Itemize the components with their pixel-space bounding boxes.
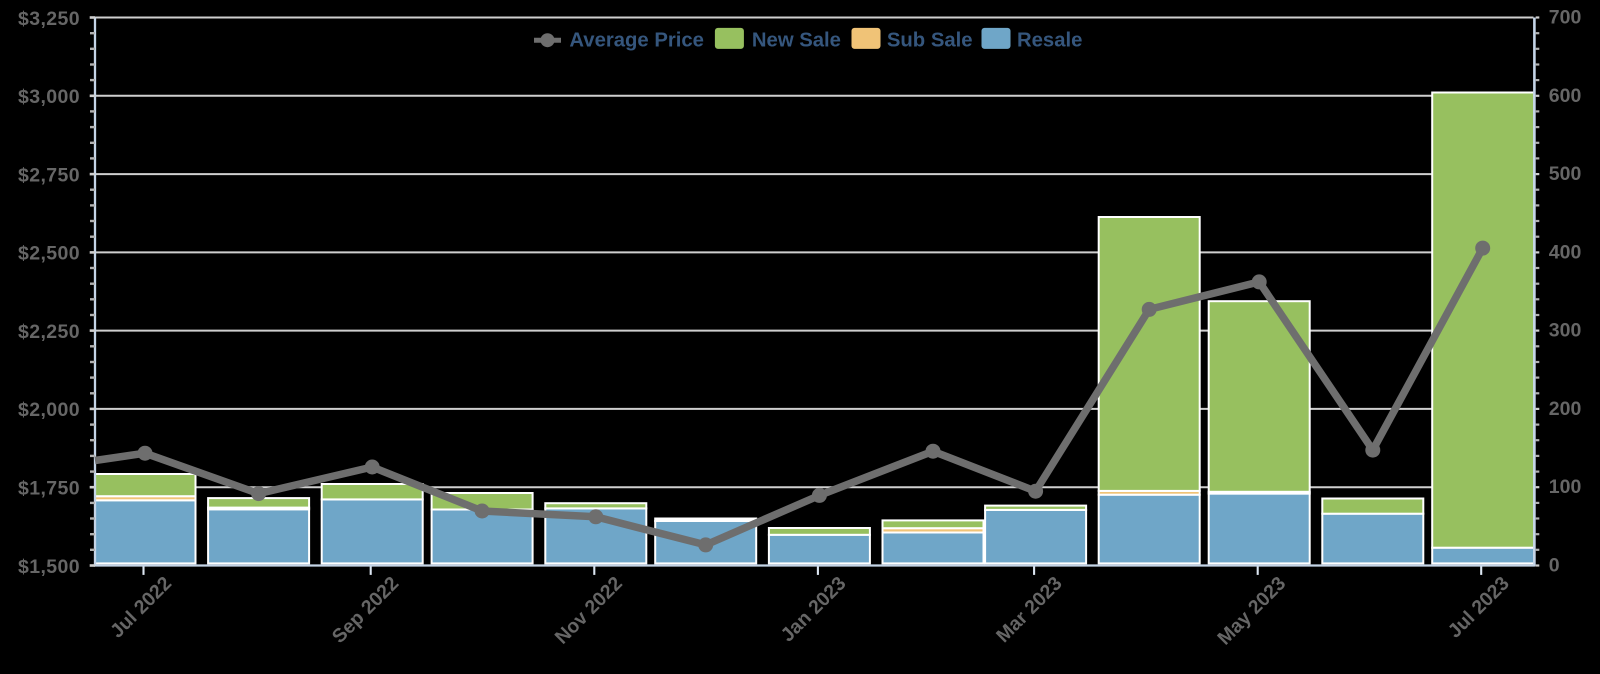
- svg-text:$1,500: $1,500: [18, 556, 80, 578]
- svg-text:$2,000: $2,000: [18, 399, 80, 421]
- svg-text:New Sale: New Sale: [752, 29, 841, 51]
- svg-text:$2,750: $2,750: [18, 164, 80, 186]
- svg-text:Resale: Resale: [1017, 29, 1082, 51]
- svg-text:$3,000: $3,000: [18, 86, 80, 108]
- svg-text:$3,250: $3,250: [18, 8, 80, 30]
- svg-text:$2,250: $2,250: [18, 321, 80, 343]
- svg-text:$2,500: $2,500: [18, 243, 80, 265]
- svg-text:200: 200: [1549, 398, 1582, 420]
- svg-text:600: 600: [1549, 85, 1582, 107]
- svg-text:0: 0: [1549, 555, 1560, 577]
- svg-text:Sub Sale: Sub Sale: [887, 29, 973, 51]
- svg-text:500: 500: [1549, 163, 1582, 185]
- svg-text:100: 100: [1549, 476, 1582, 498]
- svg-text:400: 400: [1549, 241, 1582, 263]
- svg-text:$1,750: $1,750: [18, 478, 80, 500]
- svg-text:700: 700: [1549, 7, 1582, 29]
- svg-text:300: 300: [1549, 320, 1582, 342]
- svg-text:Average Price: Average Price: [569, 29, 704, 51]
